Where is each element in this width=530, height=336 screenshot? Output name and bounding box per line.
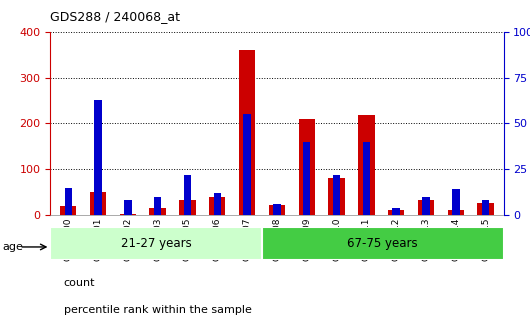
Bar bbox=[333, 175, 340, 215]
Text: count: count bbox=[64, 278, 95, 288]
Bar bbox=[363, 142, 370, 215]
Bar bbox=[50, 227, 262, 260]
Bar bbox=[239, 50, 255, 215]
Bar bbox=[273, 204, 281, 215]
Bar bbox=[243, 114, 251, 215]
Bar bbox=[422, 197, 430, 215]
Text: GDS288 / 240068_at: GDS288 / 240068_at bbox=[50, 10, 180, 23]
Bar bbox=[448, 210, 464, 215]
Text: percentile rank within the sample: percentile rank within the sample bbox=[64, 305, 251, 315]
Bar bbox=[329, 178, 345, 215]
Bar bbox=[149, 208, 166, 215]
Bar bbox=[184, 175, 191, 215]
Bar bbox=[65, 187, 72, 215]
Bar bbox=[179, 200, 196, 215]
Bar bbox=[482, 200, 489, 215]
Bar bbox=[60, 206, 76, 215]
Bar bbox=[452, 190, 460, 215]
Bar bbox=[94, 100, 102, 215]
Bar bbox=[90, 192, 106, 215]
Bar bbox=[209, 197, 225, 215]
Bar bbox=[303, 142, 311, 215]
Bar bbox=[269, 205, 285, 215]
Bar bbox=[214, 193, 221, 215]
Bar bbox=[120, 214, 136, 215]
Bar bbox=[392, 208, 400, 215]
Bar bbox=[418, 200, 434, 215]
Text: 21-27 years: 21-27 years bbox=[121, 237, 191, 250]
Bar bbox=[358, 115, 375, 215]
Bar bbox=[478, 203, 494, 215]
Text: age: age bbox=[3, 242, 23, 252]
Bar bbox=[124, 200, 131, 215]
Bar bbox=[154, 197, 162, 215]
Bar bbox=[298, 119, 315, 215]
Bar bbox=[388, 210, 404, 215]
Text: 67-75 years: 67-75 years bbox=[347, 237, 418, 250]
Bar bbox=[262, 227, 504, 260]
